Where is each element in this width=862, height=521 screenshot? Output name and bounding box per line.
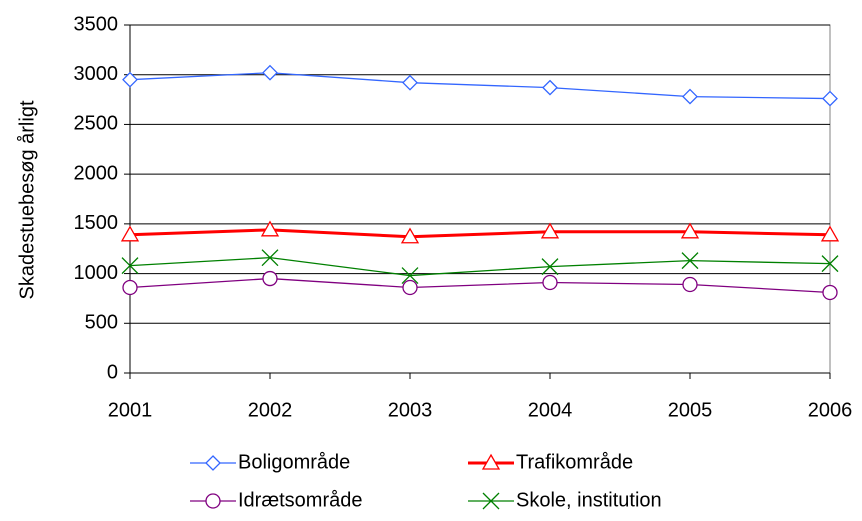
plot-area — [129, 24, 831, 374]
data-point — [401, 267, 419, 285]
data-point — [682, 276, 698, 293]
data-point — [540, 222, 560, 239]
data-point — [262, 64, 278, 81]
x-tick-label: 2005 — [668, 399, 713, 421]
data-point — [542, 274, 558, 291]
y-tick-label: 3000 — [74, 63, 119, 85]
data-point — [400, 227, 420, 244]
y-tick-label: 500 — [85, 312, 118, 334]
y-tick-label: 2000 — [74, 162, 119, 184]
data-point — [680, 222, 700, 239]
legend-marker — [481, 453, 501, 470]
data-point — [121, 257, 139, 275]
x-tick-label: 2001 — [108, 399, 153, 421]
legend-marker — [482, 492, 500, 510]
y-axis-title: Skadestuebesøg årligt — [16, 100, 38, 299]
y-tick-label: 3500 — [74, 13, 119, 35]
legend-label: Boligområde — [238, 451, 350, 473]
data-point — [260, 220, 280, 237]
y-tick-label: 1500 — [74, 212, 119, 234]
data-point — [120, 225, 140, 242]
data-point — [122, 71, 138, 88]
y-tick-label: 2500 — [74, 113, 119, 135]
data-point — [402, 74, 418, 91]
data-point — [541, 258, 559, 276]
data-point — [542, 79, 558, 96]
legend-marker — [205, 455, 221, 471]
data-point — [681, 252, 699, 270]
legend-label: Idrætsområde — [238, 489, 363, 511]
x-tick-label: 2006 — [808, 399, 853, 421]
legend-label: Skole, institution — [516, 489, 662, 511]
x-tick-label: 2004 — [528, 399, 573, 421]
x-tick-label: 2003 — [388, 399, 433, 421]
series-line — [129, 277, 831, 294]
data-point — [821, 255, 839, 273]
series-line — [129, 72, 831, 100]
data-point — [261, 249, 279, 267]
legend-marker — [205, 493, 221, 509]
series-line — [129, 257, 831, 277]
data-point — [262, 270, 278, 287]
y-tick-label: 0 — [107, 361, 118, 383]
data-point — [122, 279, 138, 296]
data-point — [820, 225, 840, 242]
legend-label: Trafikområde — [516, 451, 633, 473]
data-point — [682, 88, 698, 105]
data-point — [822, 284, 838, 301]
data-point — [822, 90, 838, 107]
data-point — [402, 279, 418, 296]
series-line — [129, 228, 831, 239]
x-tick-label: 2002 — [248, 399, 293, 421]
y-tick-label: 1000 — [74, 262, 119, 284]
